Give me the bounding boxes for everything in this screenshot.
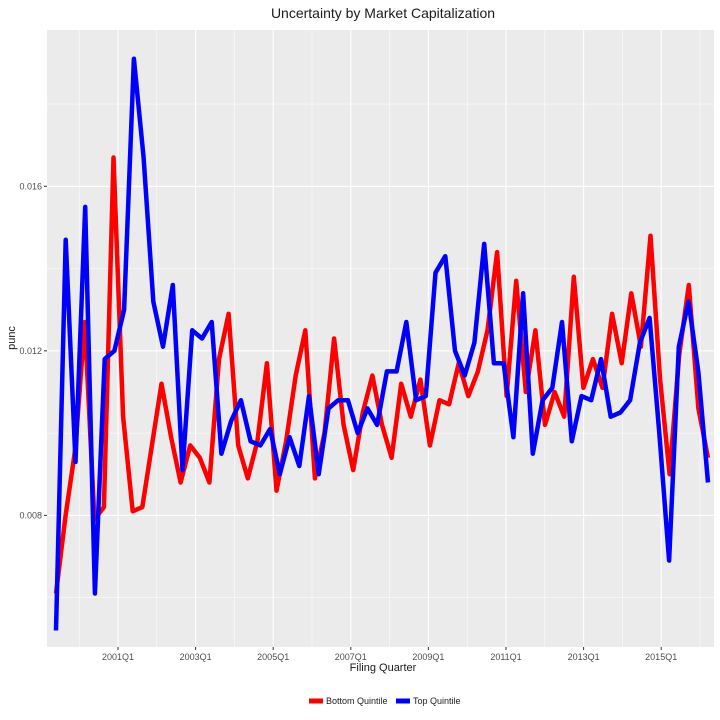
chart-title: Uncertainty by Market Capitalization xyxy=(271,5,495,21)
y-axis-label: punc xyxy=(6,326,18,350)
x-tick-label: 2009Q1 xyxy=(412,652,444,662)
series-line-top-quintile xyxy=(53,56,711,631)
y-tick-label: 0.008 xyxy=(19,510,42,520)
y-tick-label: 0.016 xyxy=(19,181,42,191)
plot-background xyxy=(47,30,714,647)
legend-label-top-quintile: Top Quintile xyxy=(413,696,461,706)
x-tick-label: 2007Q1 xyxy=(335,652,367,662)
x-tick-label: 2013Q1 xyxy=(568,652,600,662)
grid xyxy=(47,30,714,647)
x-tick-label: 2003Q1 xyxy=(180,652,212,662)
x-tick-label: 2005Q1 xyxy=(257,652,289,662)
x-tick-label: 2001Q1 xyxy=(102,652,134,662)
x-tick-label: 2015Q1 xyxy=(645,652,677,662)
y-tick-label: 0.012 xyxy=(19,346,42,356)
series-layer xyxy=(53,56,711,631)
series-line-bottom-quintile xyxy=(53,155,711,594)
legend-label-bottom-quintile: Bottom Quintile xyxy=(326,696,388,706)
legend: Bottom Quintile Top Quintile xyxy=(309,696,461,706)
y-axis: 0.008 0.012 0.016 xyxy=(19,181,47,520)
x-axis-label: Filing Quarter xyxy=(350,662,417,674)
x-axis: 2001Q1 2003Q1 2005Q1 2007Q1 2009Q1 2011Q1 2013… xyxy=(102,647,677,662)
x-tick-label: 2011Q1 xyxy=(490,652,521,662)
